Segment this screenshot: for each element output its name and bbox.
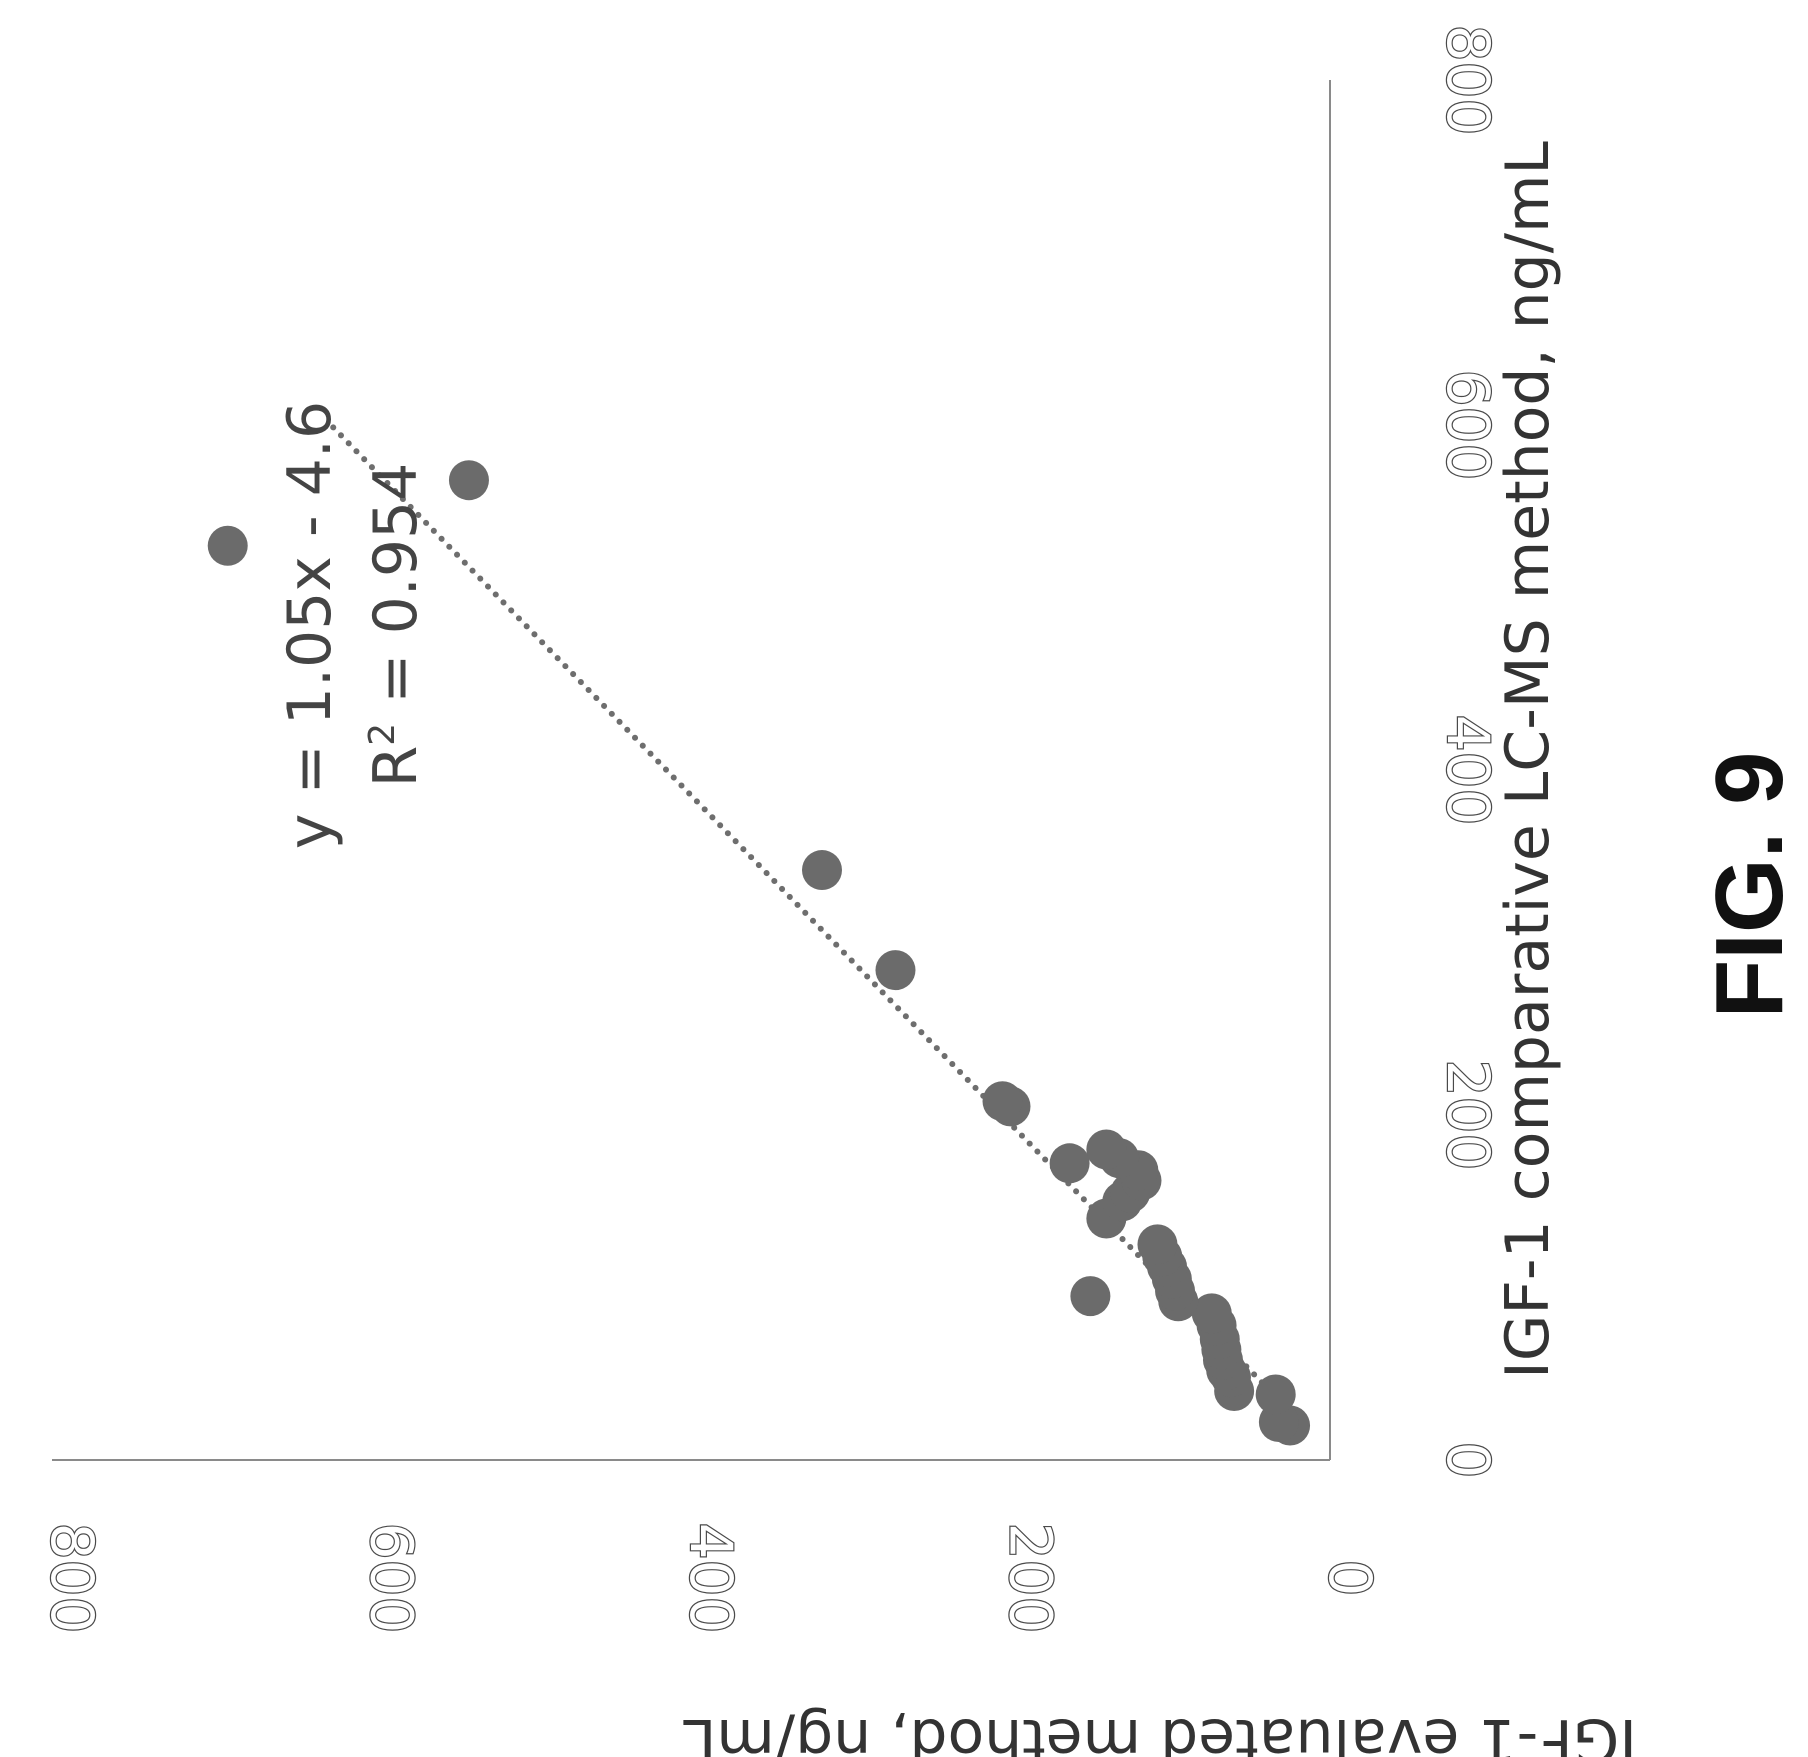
trendline: [327, 422, 1265, 1386]
y-tick-label: 0: [1316, 1560, 1384, 1597]
data-point: [1255, 1374, 1296, 1415]
y-tick-label: 400: [677, 1523, 745, 1634]
x-tick-label: 200: [1434, 1060, 1502, 1171]
x-tick-label: 600: [1434, 370, 1502, 481]
y-tick-label: 800: [38, 1523, 106, 1634]
figure-label: FIG. 9: [1696, 752, 1803, 1019]
data-point: [801, 850, 842, 891]
data-point: [1086, 1129, 1127, 1170]
data-point: [982, 1081, 1023, 1122]
y-tick-label: 200: [997, 1523, 1065, 1634]
r-squared-superscript: 2: [362, 723, 403, 746]
data-point: [207, 525, 248, 566]
y-tick-label: 600: [358, 1523, 426, 1634]
data-point: [1049, 1143, 1090, 1184]
plot-area: 0 200 400 600 800 0 200 400 600 800: [37, 23, 1503, 1634]
r-squared-value: = 0.954: [361, 463, 431, 723]
x-axis-title: IGF-1 comparative LC-MS method, ng/mL: [1493, 141, 1563, 1379]
trendline-equation: y = 1.05x - 4.6: [275, 401, 345, 849]
data-point: [448, 460, 489, 501]
r-squared-label: R2 = 0.954: [361, 463, 431, 788]
data-point: [1070, 1276, 1111, 1317]
x-tick-label: 0: [1434, 1442, 1502, 1479]
x-tick-label: 800: [1434, 25, 1502, 136]
r-squared-prefix: R: [361, 746, 431, 788]
x-tick-label: 400: [1434, 715, 1502, 826]
data-point: [875, 950, 916, 991]
data-point: [1191, 1293, 1232, 1334]
data-point: [1137, 1224, 1178, 1265]
chart-labels: IGF-1 comparative LC-MS method, ng/mL IG…: [275, 141, 1803, 1757]
y-axis-title: IGF-1 evaluated method, ng/mL: [682, 1705, 1636, 1757]
